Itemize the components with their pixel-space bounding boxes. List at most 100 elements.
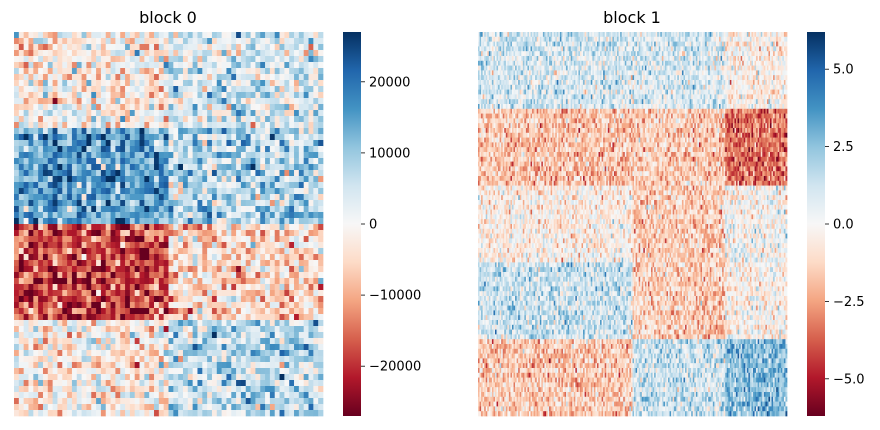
heatmap-cell [260,134,265,140]
heatmap-cell [193,398,198,404]
heatmap-cell [24,56,29,62]
heatmap-cell [289,110,294,116]
heatmap-cell [188,338,193,344]
heatmap-cell [299,164,304,170]
heatmap-cell [169,254,174,260]
heatmap-cell [251,218,256,224]
heatmap-cell [226,122,231,128]
heatmap-cell [246,194,251,200]
heatmap-cell [135,176,140,182]
heatmap-cell [284,146,289,152]
heatmap-cell [222,122,227,128]
heatmap-cell [135,254,140,260]
heatmap-cell [217,56,222,62]
heatmap-cell [33,170,38,176]
heatmap-cell [53,314,58,320]
heatmap-cell [183,332,188,338]
heatmap-cell [86,152,91,158]
heatmap-cell [24,158,29,164]
heatmap-cell [67,380,72,386]
heatmap-cell [265,338,270,344]
heatmap-cell [62,272,67,278]
heatmap-cell [106,86,111,92]
heatmap-cell [231,398,236,404]
heatmap-cell [130,398,135,404]
heatmap-cell [38,50,43,56]
heatmap-cell [62,116,67,122]
heatmap-cell [251,128,256,134]
heatmap-cell [82,338,87,344]
heatmap-cell [222,212,227,218]
heatmap-cell [202,164,207,170]
heatmap-cell [231,98,236,104]
heatmap-cell [313,218,318,224]
heatmap-cell [294,170,299,176]
heatmap-cell [77,278,82,284]
heatmap-cell [222,170,227,176]
heatmap-cell [144,134,149,140]
heatmap-cell [785,46,787,51]
heatmap-cell [284,152,289,158]
heatmap-cell [280,272,285,278]
heatmap-cell [222,32,227,38]
colorbar-tick-label: 10000 [369,146,410,161]
heatmap-cell [159,104,164,110]
heatmap-cell [72,32,77,38]
heatmap-cell [14,86,19,92]
heatmap-cell [48,230,53,236]
heatmap-cell [280,398,285,404]
heatmap-cell [82,116,87,122]
heatmap-cell [280,410,285,416]
heatmap-cell [28,338,33,344]
heatmap-cell [236,236,241,242]
heatmap-cell [231,146,236,152]
heatmap-cell [43,362,48,368]
heatmap-cell [212,260,217,266]
heatmap-cell [299,50,304,56]
heatmap-cell [53,404,58,410]
heatmap-cell [24,62,29,68]
heatmap-cell [313,398,318,404]
heatmap-cell [284,344,289,350]
heatmap-cell [217,308,222,314]
heatmap-cell [309,332,314,338]
heatmap-cell [275,230,280,236]
heatmap-cell [318,224,323,230]
heatmap-cell [309,200,314,206]
heatmap-cell [241,200,246,206]
heatmap-cell [48,86,53,92]
heatmap-cell [275,110,280,116]
heatmap-cell [33,242,38,248]
heatmap-cell [270,242,275,248]
heatmap-cell [212,308,217,314]
heatmap-cell [33,392,38,398]
heatmap-cell [24,86,29,92]
heatmap-cell [207,368,212,374]
heatmap-cell [101,398,106,404]
heatmap-cell [265,212,270,218]
heatmap-cell [24,278,29,284]
heatmap-cell [251,134,256,140]
heatmap-cell [313,320,318,326]
heatmap-cell [265,176,270,182]
heatmap-cell [255,278,260,284]
heatmap-cell [115,320,120,326]
heatmap-cell [251,284,256,290]
heatmap-cell [169,410,174,416]
heatmap-cell [202,272,207,278]
heatmap-cell [178,314,183,320]
heatmap-cell [154,386,159,392]
heatmap-cell [135,266,140,272]
heatmap-cell [115,326,120,332]
heatmap-cell [202,104,207,110]
heatmap-cell [231,386,236,392]
heatmap-cell [96,158,101,164]
heatmap-cell [294,350,299,356]
heatmap-cell [260,188,265,194]
heatmap-cell [197,152,202,158]
heatmap-cell [43,404,48,410]
heatmap-cell [178,374,183,380]
heatmap-cell [101,260,106,266]
heatmap-cell [193,266,198,272]
heatmap-cell [82,230,87,236]
